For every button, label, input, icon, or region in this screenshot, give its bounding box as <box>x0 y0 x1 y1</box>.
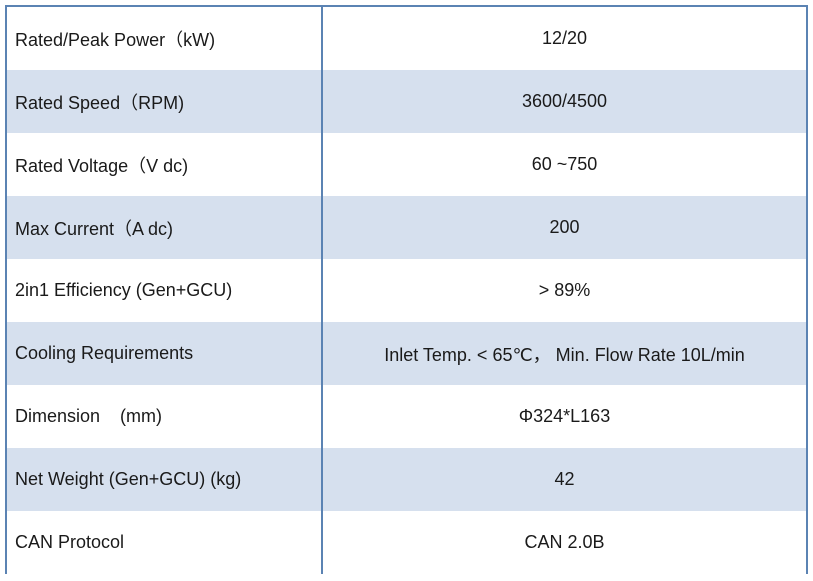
table-row: Dimension (mm) Φ324*L163 <box>7 385 806 448</box>
row-value: 200 <box>549 217 580 237</box>
table-row: Max Current（A dc) 200 <box>7 196 806 259</box>
row-label: Rated Voltage（V dc) <box>7 133 323 196</box>
row-label: Cooling Requirements <box>7 322 323 385</box>
row-label: Max Current（A dc) <box>7 196 323 259</box>
table-row: 2in1 Efficiency (Gen+GCU) > 89% <box>7 259 806 322</box>
table-row: Net Weight (Gen+GCU) (kg) 42 <box>7 448 806 511</box>
table-row: Rated Voltage（V dc) 60 ~750 <box>7 133 806 196</box>
table-row: Rated/Peak Power（kW) 12/20 <box>7 7 806 70</box>
table-row: CAN Protocol CAN 2.0B <box>7 511 806 574</box>
row-label: CAN Protocol <box>7 511 323 574</box>
row-value: Φ324*L163 <box>518 406 611 426</box>
row-value: 60 ~750 <box>531 154 598 174</box>
row-value: 3600/4500 <box>521 91 608 111</box>
row-label: Net Weight (Gen+GCU) (kg) <box>7 448 323 511</box>
table-row: Cooling Requirements Inlet Temp. < 65℃， … <box>7 322 806 385</box>
row-value: > 89% <box>538 280 591 300</box>
row-label: Dimension (mm) <box>7 385 323 448</box>
row-value: Inlet Temp. < 65℃， Min. Flow Rate 10L/mi… <box>384 344 745 365</box>
table-row: Rated Speed（RPM) 3600/4500 <box>7 70 806 133</box>
row-value: CAN 2.0B <box>524 532 605 552</box>
row-value: 42 <box>554 469 575 489</box>
row-label: 2in1 Efficiency (Gen+GCU) <box>7 259 323 322</box>
row-label: Rated Speed（RPM) <box>7 70 323 133</box>
spec-table: Rated/Peak Power（kW) 12/20 Rated Speed（R… <box>5 5 808 574</box>
row-label: Rated/Peak Power（kW) <box>7 7 323 70</box>
row-value: 12/20 <box>541 28 588 48</box>
